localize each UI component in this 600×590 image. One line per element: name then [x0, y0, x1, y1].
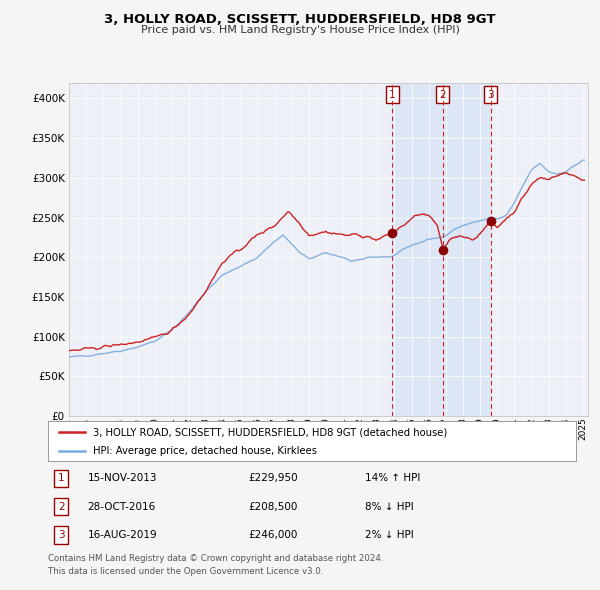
Text: 8% ↓ HPI: 8% ↓ HPI: [365, 502, 413, 512]
Text: 3: 3: [487, 90, 494, 100]
Text: 28-OCT-2016: 28-OCT-2016: [88, 502, 156, 512]
Text: This data is licensed under the Open Government Licence v3.0.: This data is licensed under the Open Gov…: [48, 567, 323, 576]
Text: 15-NOV-2013: 15-NOV-2013: [88, 474, 157, 483]
Text: 1: 1: [58, 474, 65, 483]
Text: 1: 1: [389, 90, 396, 100]
Text: Price paid vs. HM Land Registry's House Price Index (HPI): Price paid vs. HM Land Registry's House …: [140, 25, 460, 35]
Text: £208,500: £208,500: [248, 502, 298, 512]
Text: Contains HM Land Registry data © Crown copyright and database right 2024.: Contains HM Land Registry data © Crown c…: [48, 554, 383, 563]
Text: 2% ↓ HPI: 2% ↓ HPI: [365, 530, 413, 540]
Text: 3, HOLLY ROAD, SCISSETT, HUDDERSFIELD, HD8 9GT: 3, HOLLY ROAD, SCISSETT, HUDDERSFIELD, H…: [104, 13, 496, 26]
Text: 14% ↑ HPI: 14% ↑ HPI: [365, 474, 420, 483]
Text: 16-AUG-2019: 16-AUG-2019: [88, 530, 157, 540]
Bar: [392, 83, 491, 416]
Text: 3: 3: [58, 530, 65, 540]
Text: 2: 2: [58, 502, 65, 512]
Text: 2: 2: [440, 90, 446, 100]
Text: HPI: Average price, detached house, Kirklees: HPI: Average price, detached house, Kirk…: [93, 447, 317, 456]
Text: £246,000: £246,000: [248, 530, 298, 540]
Text: £229,950: £229,950: [248, 474, 298, 483]
Text: 3, HOLLY ROAD, SCISSETT, HUDDERSFIELD, HD8 9GT (detached house): 3, HOLLY ROAD, SCISSETT, HUDDERSFIELD, H…: [93, 427, 447, 437]
